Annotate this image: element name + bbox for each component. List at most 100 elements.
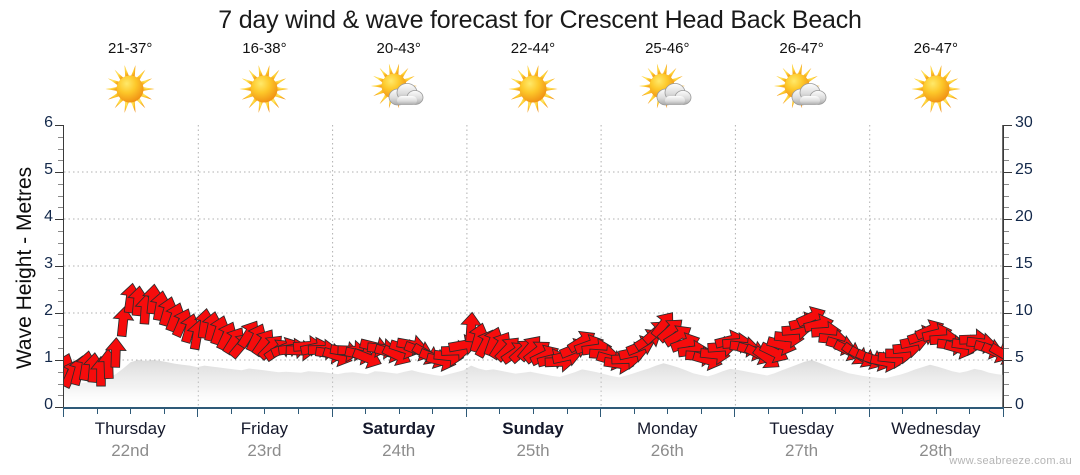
day-date: 24th xyxy=(382,441,416,460)
day-header: 20-43° xyxy=(332,40,466,122)
day-date: 26th xyxy=(650,441,684,460)
x-axis-tick xyxy=(264,408,265,414)
left-axis-tick xyxy=(55,219,63,220)
left-axis-tick xyxy=(55,172,63,173)
right-axis-minor-tick xyxy=(1004,278,1009,279)
partly-cloudy-icon xyxy=(370,63,424,109)
right-axis-minor-tick xyxy=(1004,395,1009,396)
right-axis-tick-label: 5 xyxy=(1015,349,1024,366)
left-axis-minor-tick xyxy=(58,325,63,326)
sunny-icon xyxy=(911,65,961,113)
x-axis-tick xyxy=(667,408,668,414)
day-temperature-range: 25-46° xyxy=(645,40,690,57)
sunny-icon xyxy=(508,65,558,113)
left-axis-minor-tick xyxy=(58,301,63,302)
x-axis-tick xyxy=(600,408,601,417)
x-axis-day-label: Sunday 25th xyxy=(466,418,600,473)
left-axis-tick xyxy=(55,360,63,361)
right-axis-tick xyxy=(1004,219,1012,220)
right-axis-minor-tick xyxy=(1004,301,1009,302)
left-axis-minor-tick xyxy=(58,149,63,150)
x-axis-tick xyxy=(734,408,735,417)
x-axis-tick xyxy=(432,408,433,414)
watermark: www.seabreeze.com.au xyxy=(949,455,1072,467)
right-axis-tick-label: 25 xyxy=(1015,161,1033,178)
x-axis-tick xyxy=(499,408,500,414)
right-axis-tick-label: 15 xyxy=(1015,255,1033,272)
partly-cloudy-icon xyxy=(773,63,826,109)
right-axis-tick-label: 30 xyxy=(1015,114,1033,131)
right-axis-tick-label: 10 xyxy=(1015,302,1033,319)
x-axis-tick xyxy=(902,408,903,414)
right-axis-minor-tick xyxy=(1004,325,1009,326)
x-axis-day-label: Monday 26th xyxy=(600,418,734,473)
right-axis-minor-tick xyxy=(1004,254,1009,255)
left-axis-minor-tick xyxy=(58,372,63,373)
left-axis-tick xyxy=(55,266,63,267)
right-axis-tick xyxy=(1004,125,1012,126)
x-axis-tick xyxy=(969,408,970,414)
right-axis-tick xyxy=(1004,313,1012,314)
day-temperature-range: 26-47° xyxy=(779,40,824,57)
right-axis-minor-tick xyxy=(1004,290,1009,291)
day-temperature-range: 21-37° xyxy=(107,40,153,57)
x-axis-tick xyxy=(466,408,467,417)
x-axis-tick xyxy=(63,408,64,417)
right-axis-minor-tick xyxy=(1004,372,1009,373)
day-name: Thursday xyxy=(94,419,166,438)
left-axis-minor-tick xyxy=(58,337,63,338)
left-axis-minor-tick xyxy=(58,243,63,244)
left-axis-tick xyxy=(55,125,63,126)
x-axis-tick xyxy=(835,408,836,414)
left-axis-minor-tick xyxy=(58,254,63,255)
sunny-icon xyxy=(239,65,289,113)
right-axis-tick-label: 0 xyxy=(1015,396,1024,413)
left-axis-minor-tick xyxy=(58,290,63,291)
right-axis-minor-tick xyxy=(1004,149,1009,150)
left-axis-minor-tick xyxy=(58,231,63,232)
right-axis-minor-tick xyxy=(1004,384,1009,385)
day-name: Saturday xyxy=(362,419,436,438)
left-axis-minor-tick xyxy=(58,137,63,138)
right-axis-minor-tick xyxy=(1004,207,1009,208)
left-axis-minor-tick xyxy=(58,184,63,185)
x-axis-day-labels: Thursday 22nd Friday 23rd Saturday 24th Sunday… xyxy=(63,418,1003,473)
day-header: 25-46° xyxy=(600,40,734,122)
x-axis-tick xyxy=(869,408,870,417)
right-axis-minor-tick xyxy=(1004,231,1009,232)
right-axis-minor-tick xyxy=(1004,243,1009,244)
right-axis-tick xyxy=(1004,360,1012,361)
x-axis-day-label: Wednesday 28th xyxy=(869,418,1003,473)
x-axis-tick xyxy=(768,408,769,414)
right-axis-minor-tick xyxy=(1004,348,1009,349)
right-axis-spine xyxy=(1003,125,1004,408)
left-axis-tick-label: 0 xyxy=(44,396,53,413)
x-axis-tick xyxy=(365,408,366,414)
left-axis-spine xyxy=(63,125,64,408)
x-axis-tick xyxy=(802,408,803,414)
x-axis-tick xyxy=(97,408,98,414)
left-axis-tick-label: 1 xyxy=(44,349,53,366)
left-axis-minor-tick xyxy=(58,160,63,161)
left-axis-minor-tick xyxy=(58,196,63,197)
x-axis-day-label: Tuesday 27th xyxy=(734,418,868,473)
day-header-strip: 21-37° 16-38° xyxy=(63,40,1003,122)
right-axis-tick xyxy=(1004,172,1012,173)
left-axis-minor-tick xyxy=(58,207,63,208)
right-axis-tick-label: 20 xyxy=(1015,208,1033,225)
x-axis-day-label: Thursday 22nd xyxy=(63,418,197,473)
x-axis-tick xyxy=(197,408,198,417)
right-axis-tick xyxy=(1004,407,1012,408)
x-axis-tick xyxy=(701,408,702,414)
x-axis-tick xyxy=(399,408,400,414)
x-axis-tick xyxy=(936,408,937,414)
left-axis-tick-label: 6 xyxy=(44,114,53,131)
day-temperature-range: 26-47° xyxy=(913,40,959,57)
day-date: 22nd xyxy=(111,441,150,460)
left-axis-tick-label: 3 xyxy=(44,255,53,272)
left-axis-minor-tick xyxy=(58,395,63,396)
day-name: Sunday xyxy=(502,419,564,438)
day-header: 26-47° xyxy=(869,40,1003,122)
x-axis-tick xyxy=(332,408,333,417)
